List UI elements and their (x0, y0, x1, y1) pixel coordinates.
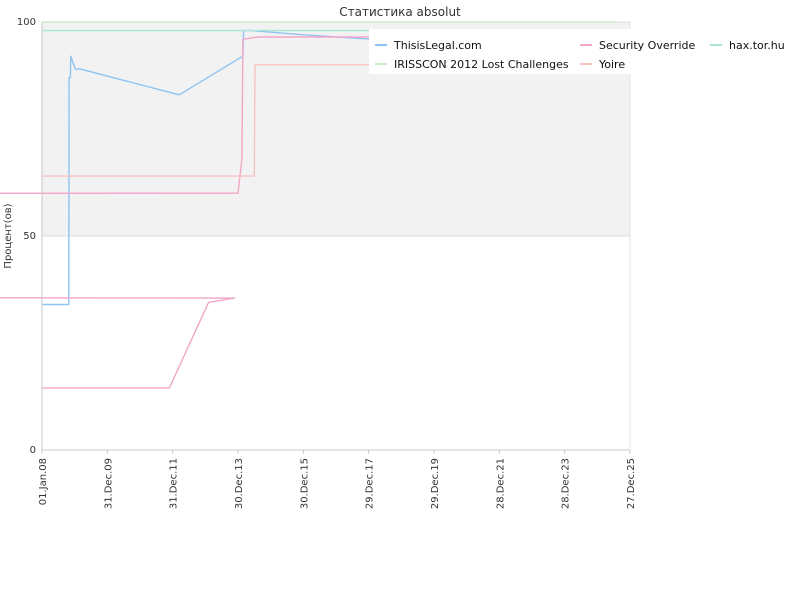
x-tick-label: 30.Dec.13 (234, 458, 245, 509)
y-tick-label: 50 (23, 231, 36, 242)
legend-label: IRISSCON 2012 Lost Challenges (394, 58, 569, 71)
legend-label: Yoire (598, 58, 625, 71)
legend-label: hax.tor.hu (729, 39, 785, 52)
x-tick-labels: 01.Jan.08 31.Dec.09 31.Dec.11 30.Dec.13 30.D… (38, 450, 637, 509)
series-line-4 (42, 64, 434, 177)
series-line-0 (42, 29, 434, 306)
y-tick-labels: 0 50 100 (17, 17, 36, 456)
x-tick-label: 29.Dec.19 (430, 458, 441, 509)
series-line-1 (0, 36, 434, 389)
x-tick-label: 31.Dec.09 (103, 458, 114, 509)
x-tick-label: 01.Jan.08 (38, 458, 49, 505)
x-tick-label: 30.Dec.15 (299, 458, 310, 509)
axes (41, 22, 631, 451)
x-tick-label: 29.Dec.17 (365, 458, 376, 509)
legend-label: ThisisLegal.com (393, 39, 482, 52)
y-tick-label: 100 (17, 17, 36, 28)
x-tick-label: 27.Dec.25 (626, 458, 637, 509)
x-tick-label: 31.Dec.11 (169, 458, 180, 509)
x-tick-label: 28.Dec.23 (561, 458, 572, 509)
x-tick-label: 28.Dec.21 (495, 458, 506, 509)
background-band-1 (42, 236, 630, 450)
y-tick-label: 0 (30, 445, 36, 456)
y-axis-label: Процент(ов) (3, 203, 14, 268)
chart-title: Статистика absolut (339, 5, 461, 19)
legend-box (369, 29, 631, 74)
legend: ThisisLegal.com Security Override hax.tor.… (369, 29, 785, 74)
series-layer (0, 21, 617, 389)
legend-label: Security Override (599, 39, 695, 52)
